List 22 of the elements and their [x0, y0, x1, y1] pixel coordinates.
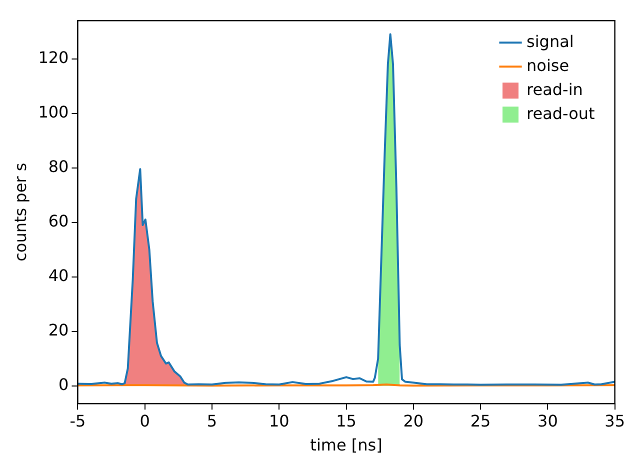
y-tick-label: 40: [48, 266, 69, 285]
x-tick-label: 5: [206, 411, 218, 430]
legend-label: noise: [526, 56, 570, 75]
y-tick-label: 120: [38, 48, 69, 67]
legend-label: read-in: [526, 80, 583, 99]
x-tick-label: -5: [70, 411, 86, 430]
legend-label: read-out: [526, 104, 595, 123]
y-tick-label: 0: [58, 375, 69, 394]
x-tick-label: 35: [604, 411, 625, 430]
y-tick-label: 60: [48, 211, 69, 230]
x-tick-label: 20: [403, 411, 424, 430]
x-tick-label: 15: [336, 411, 356, 430]
legend-label: signal: [526, 32, 574, 51]
y-tick-label: 100: [38, 102, 69, 122]
y-tick-label: 80: [48, 156, 69, 176]
x-axis-title: time [ns]: [310, 436, 382, 455]
x-tick-label: 10: [268, 411, 290, 430]
y-axis-title: counts per s: [10, 162, 30, 262]
x-tick-label: 30: [538, 411, 558, 430]
x-tick-label: 0: [140, 411, 150, 430]
x-tick-label: 25: [470, 411, 491, 430]
y-tick-label: 20: [48, 320, 69, 340]
